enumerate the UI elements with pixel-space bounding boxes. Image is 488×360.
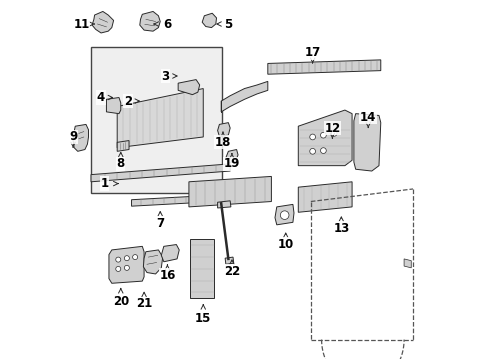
Text: 5: 5	[224, 18, 232, 31]
Polygon shape	[217, 123, 230, 136]
Text: 2: 2	[123, 95, 132, 108]
Polygon shape	[221, 81, 267, 112]
Text: 6: 6	[163, 18, 171, 31]
Bar	[190, 239, 214, 298]
Polygon shape	[274, 204, 293, 225]
Polygon shape	[353, 114, 380, 171]
Circle shape	[116, 266, 121, 271]
Circle shape	[320, 132, 325, 138]
Text: 21: 21	[136, 297, 152, 310]
Polygon shape	[403, 259, 410, 268]
Polygon shape	[131, 194, 230, 206]
Text: 12: 12	[324, 122, 340, 135]
Text: 19: 19	[224, 157, 240, 170]
Text: 16: 16	[159, 269, 175, 282]
Text: 4: 4	[97, 91, 105, 104]
Polygon shape	[143, 250, 163, 274]
Text: 15: 15	[195, 311, 211, 325]
Text: 17: 17	[304, 46, 320, 59]
Polygon shape	[140, 12, 160, 31]
Polygon shape	[106, 98, 121, 114]
Circle shape	[124, 265, 129, 270]
Circle shape	[309, 148, 315, 154]
Circle shape	[280, 211, 288, 220]
Circle shape	[132, 255, 137, 260]
Text: 18: 18	[214, 136, 231, 149]
Circle shape	[124, 256, 129, 261]
Polygon shape	[298, 182, 351, 212]
Text: 7: 7	[156, 216, 164, 230]
Polygon shape	[161, 244, 179, 262]
Text: 8: 8	[117, 157, 124, 170]
Polygon shape	[92, 12, 113, 33]
Text: 10: 10	[277, 238, 293, 251]
Polygon shape	[117, 89, 203, 148]
Text: 14: 14	[359, 111, 376, 124]
Polygon shape	[225, 149, 238, 163]
Polygon shape	[217, 201, 230, 208]
Polygon shape	[267, 60, 380, 74]
Text: 3: 3	[161, 69, 169, 82]
Polygon shape	[117, 140, 129, 151]
Polygon shape	[73, 125, 88, 151]
Text: 11: 11	[73, 18, 89, 31]
Polygon shape	[298, 110, 351, 166]
Circle shape	[116, 257, 121, 262]
Polygon shape	[91, 164, 230, 182]
Polygon shape	[178, 80, 199, 95]
Polygon shape	[224, 257, 233, 264]
Text: 9: 9	[69, 130, 77, 144]
Polygon shape	[202, 13, 216, 28]
Circle shape	[309, 134, 315, 140]
Circle shape	[330, 131, 336, 136]
Text: 13: 13	[332, 222, 349, 235]
Polygon shape	[109, 246, 144, 283]
Circle shape	[320, 148, 325, 153]
Text: 1: 1	[101, 177, 108, 190]
Text: 22: 22	[224, 265, 240, 278]
Bar	[91, 47, 222, 193]
Polygon shape	[188, 176, 271, 207]
Text: 20: 20	[112, 296, 129, 309]
